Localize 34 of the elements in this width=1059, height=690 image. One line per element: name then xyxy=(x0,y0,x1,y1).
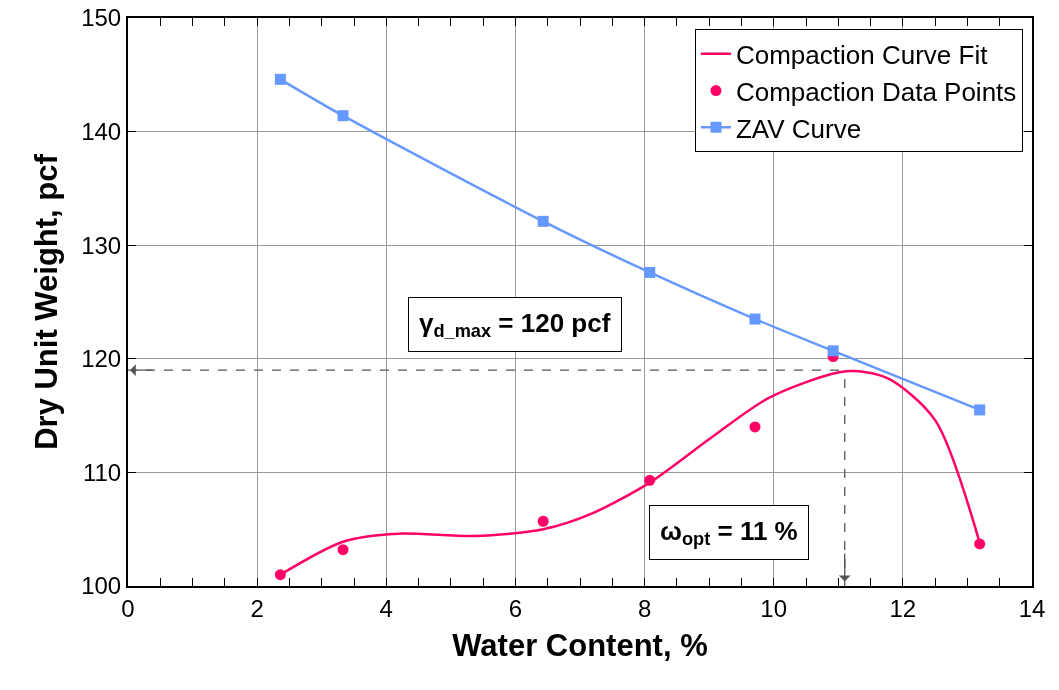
point xyxy=(644,266,656,278)
x-tick-label: 4 xyxy=(379,594,393,622)
y-tick-label: 100 xyxy=(81,572,122,600)
point xyxy=(274,73,286,85)
point xyxy=(537,215,549,227)
x-tick-label: 8 xyxy=(637,594,652,622)
x-tick-label: 0 xyxy=(121,594,135,622)
y-tick-label: 120 xyxy=(81,345,122,373)
point xyxy=(274,569,286,581)
y-tick-label: 150 xyxy=(81,4,122,32)
y-tick-label: 110 xyxy=(82,458,122,486)
point xyxy=(974,404,986,416)
x-tick-label: 12 xyxy=(889,594,917,622)
x-axis-title: Water Content, % xyxy=(452,628,708,664)
annotation: γ$_{d_max}$ = 120 pcf xyxy=(419,308,611,342)
x-tick-label: 14 xyxy=(1018,594,1046,622)
annotation: ω$_{opt}$ = 11 % xyxy=(660,516,798,550)
x-tick-label: 2 xyxy=(250,594,264,622)
legend-label: Compaction Curve Fit xyxy=(735,39,989,70)
y-axis-title: Dry Unit Weight, pcf xyxy=(29,153,65,450)
legend-label: Compaction Data Points xyxy=(735,76,1017,107)
y-tick-label: 140 xyxy=(81,118,122,145)
point xyxy=(974,538,986,550)
x-tick-label: 6 xyxy=(508,594,523,622)
point xyxy=(749,313,761,325)
y-tick-label: 130 xyxy=(81,231,122,259)
point xyxy=(644,474,656,486)
point xyxy=(827,345,839,357)
point xyxy=(337,544,349,556)
legend-label: ZAV Curve xyxy=(735,113,862,144)
point xyxy=(337,110,349,122)
point xyxy=(749,421,761,433)
point xyxy=(537,515,549,527)
x-tick-label: 10 xyxy=(760,594,788,622)
